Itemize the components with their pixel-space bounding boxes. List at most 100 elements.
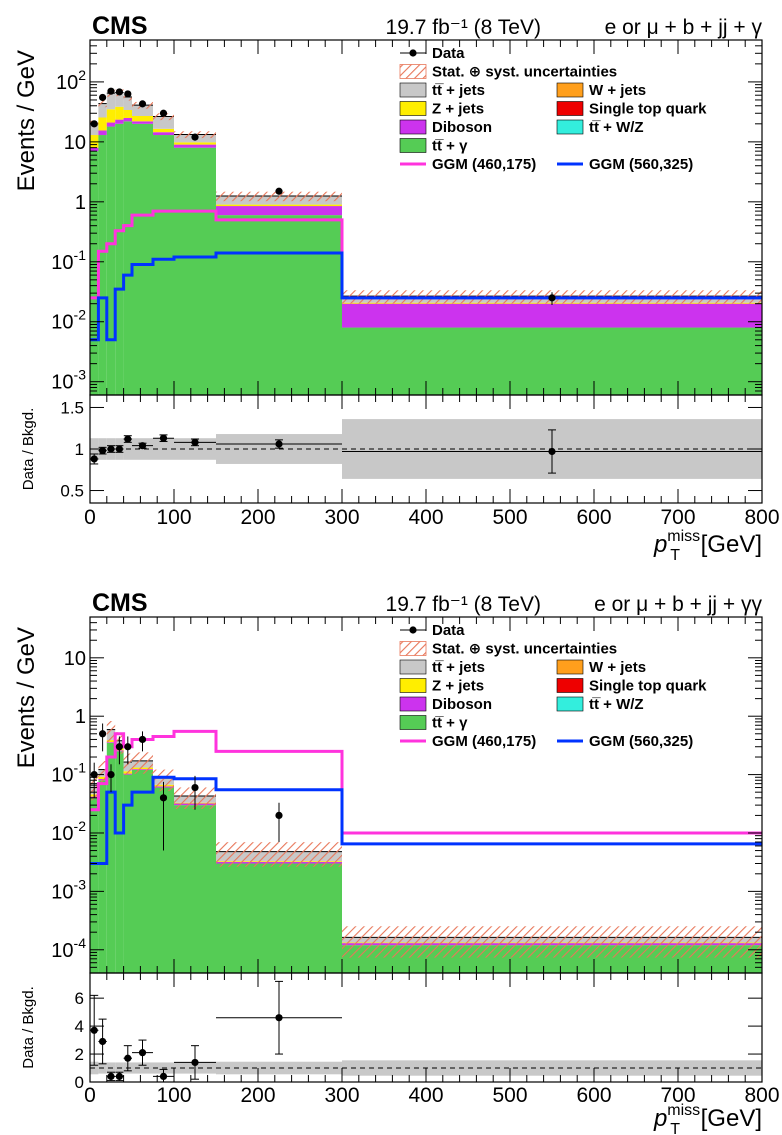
tick-exponent: -3 (74, 876, 87, 892)
uncertainty-band (106, 721, 116, 743)
diboson-legend-swatch (399, 119, 427, 135)
ttvw-legend-label: tt̅ + W/Z (589, 696, 644, 713)
ratio-y-tick-label: 2 (75, 1045, 84, 1064)
x-axis-label: pmiss T [GeV] (653, 528, 762, 564)
uncertainty-band (216, 842, 342, 867)
stack-bar-ttgamma (106, 742, 116, 973)
stack-bar-ttgamma (115, 751, 124, 973)
x-tick-label: 400 (408, 1084, 443, 1107)
ratio-uncert-band (132, 1062, 153, 1074)
singletop-legend-label: Single top quark (589, 678, 707, 695)
x-label-subscript: T (670, 1121, 680, 1135)
stack-bar-ttgamma (216, 215, 342, 395)
stack-bar-diboson (216, 206, 342, 216)
main-plot-area (90, 721, 762, 973)
tick-exponent: -4 (74, 935, 87, 951)
stack-bar-ttgamma (98, 135, 107, 395)
data-legend-label: Data (432, 622, 465, 639)
ratio-point (138, 442, 147, 450)
ratio-y-tick-label: 1.5 (60, 398, 84, 417)
ratio-y-axis-label: Data / Bkgd. (20, 408, 37, 491)
lumi-label: 19.7 fb⁻¹ (8 TeV) (386, 593, 541, 616)
stack-bar-diboson (98, 130, 107, 136)
tick-exponent: -2 (74, 307, 87, 323)
stack-bar-ttgamma (174, 147, 216, 395)
tick-exponent: -1 (74, 247, 87, 263)
ratio-point (90, 1026, 98, 1034)
x-tick-label: 100 (156, 1084, 191, 1107)
ratio-y-tick-label: 6 (75, 989, 84, 1008)
ratio-point (159, 1072, 168, 1081)
zjets-legend-swatch (399, 678, 427, 693)
stack-bar-zjets (115, 106, 124, 120)
stack-bar-ttjets (123, 97, 132, 111)
uncertainty-band (216, 191, 342, 202)
stack-bar-ttgamma (106, 126, 116, 395)
stack-bar-ttgamma (153, 787, 174, 973)
x-tick-label: 500 (492, 1084, 527, 1107)
ratio-y-axis-label: Data / Bkgd. (20, 986, 37, 1069)
data-point (115, 88, 123, 96)
stack-bar-diboson (115, 119, 124, 124)
data-legend-marker (409, 49, 417, 57)
uncertainty-band (342, 926, 762, 958)
y-tick-label: 10-4 (51, 935, 86, 962)
y-tick-label: 10-1 (51, 247, 86, 274)
stack-bar-zjets (90, 135, 99, 148)
stack-bar-diboson (106, 122, 116, 127)
cms-label: CMS (92, 589, 148, 617)
ttvw-legend-label: tt̅ + W/Z (589, 119, 644, 136)
stack-bar-ttjets (132, 105, 153, 117)
tick-exponent: 2 (78, 67, 86, 83)
stack-bar-ttjets (106, 93, 116, 110)
ttvw-legend-swatch (556, 696, 584, 712)
stack-bar-zjets (153, 128, 174, 133)
uncertainty-band (98, 100, 107, 108)
tick-base: 10 (51, 823, 73, 845)
stack-bar-ttgamma (153, 135, 174, 395)
x-tick-label: 200 (240, 506, 275, 529)
x-label-superscript: miss (667, 1102, 700, 1119)
stack-bar-ttgamma (174, 805, 216, 973)
x-tick-label: 400 (408, 506, 443, 529)
signal-line-ggm1 (90, 729, 762, 835)
x-tick-label: 0 (84, 1084, 96, 1107)
ratio-point (138, 1049, 147, 1057)
uncertainty-band (153, 769, 174, 792)
stack-bar-ttjets (90, 123, 99, 136)
ttgamma-legend-label: tt̅ + γ (432, 715, 468, 732)
stack-bar-ttgamma (123, 774, 132, 973)
ttgamma-legend-swatch (399, 138, 427, 153)
stack-bar-ttgamma (123, 121, 132, 395)
stack-bar-ttgamma (342, 327, 762, 395)
x-tick-label: 600 (576, 1084, 611, 1107)
uncert-legend-label: Stat. ⊕ syst. uncertainties (432, 641, 617, 658)
x-tick-label: 500 (492, 506, 527, 529)
signal-line-ggm1 (90, 209, 762, 300)
tick-base: 10 (56, 72, 78, 94)
ratio-y-tick-label: 0.5 (60, 482, 84, 501)
wjets-legend-swatch (556, 82, 584, 98)
tick-base: 10 (51, 252, 73, 274)
zjets-legend-swatch (399, 101, 427, 116)
stack-bar-diboson (153, 132, 174, 136)
uncert-legend-label: Stat. ⊕ syst. uncertainties (432, 64, 617, 81)
data-point (275, 187, 283, 195)
x-label-symbol: p (653, 1105, 667, 1132)
wjets-legend-label: W + jets (589, 659, 646, 676)
ggm1-legend-label: GGM (460,175) (432, 733, 536, 750)
data-point (124, 90, 132, 98)
ratio-point (548, 447, 556, 456)
stack-bar-diboson (174, 144, 216, 148)
main-plot-area (90, 87, 762, 395)
tick-base: 10 (51, 312, 73, 334)
data-point (191, 133, 199, 141)
y-tick-label: 10-3 (51, 876, 86, 903)
x-axis-label: pmiss T [GeV] (653, 1102, 762, 1135)
stack-bar-ttjets (98, 103, 107, 118)
channel-label: e or μ + b + jj + γ (605, 16, 763, 39)
y-tick-label: 10 (64, 132, 86, 154)
